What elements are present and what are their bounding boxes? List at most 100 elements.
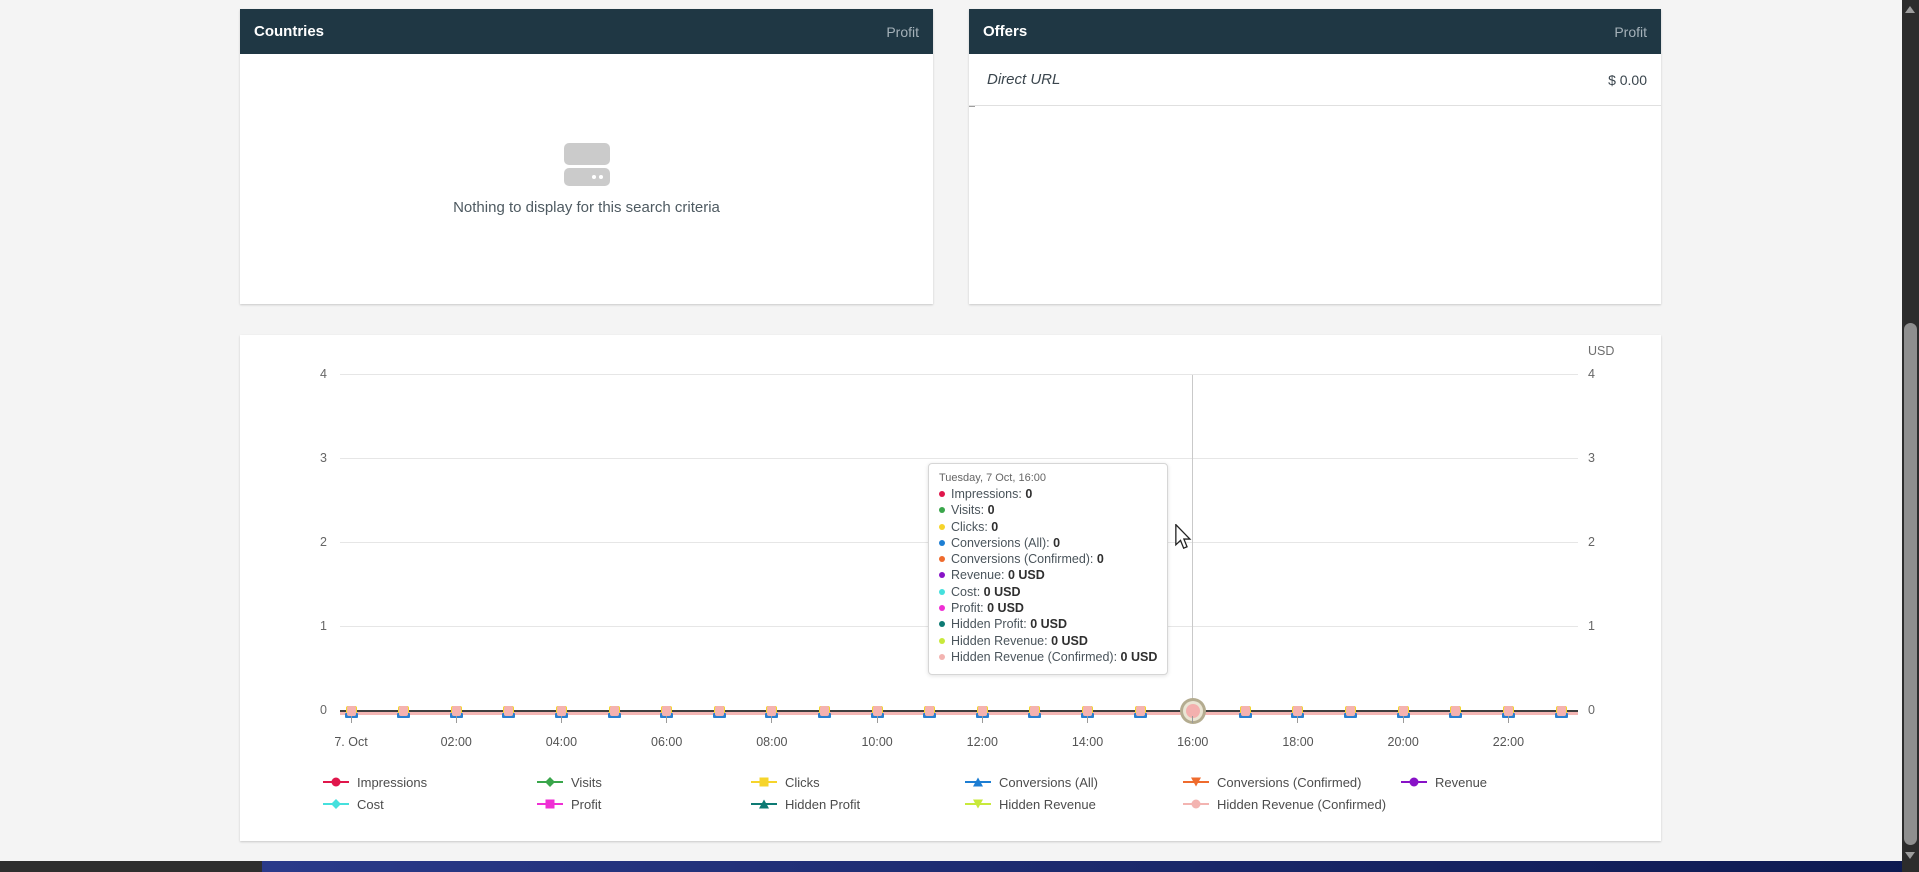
- countries-panel: Countries Profit Nothing to display for …: [240, 9, 933, 304]
- legend-label: Conversions (All): [999, 774, 1098, 790]
- data-point-marker[interactable]: [712, 705, 726, 718]
- tooltip-row: Profit: 0 USD: [939, 600, 1157, 616]
- data-point-marker[interactable]: [1449, 705, 1463, 718]
- y-axis-label-right: 3: [1588, 451, 1595, 465]
- crosshair-line: [1192, 375, 1194, 711]
- x-axis-label: 16:00: [1177, 735, 1209, 749]
- legend-marker-icon: [537, 776, 563, 788]
- data-point-marker[interactable]: [344, 705, 358, 718]
- legend-marker-icon: [751, 798, 777, 810]
- tooltip-series-bullet-icon: [939, 588, 945, 595]
- legend-item[interactable]: Profit: [537, 797, 601, 812]
- countries-empty-state: Nothing to display for this search crite…: [240, 54, 933, 304]
- offer-row[interactable]: Direct URL $ 0.00: [969, 54, 1661, 106]
- data-point-marker[interactable]: [1028, 705, 1042, 718]
- tooltip-series-bullet-icon: [939, 572, 945, 579]
- tooltip-series-label: Conversions (Confirmed):: [951, 552, 1097, 567]
- data-point-marker[interactable]: [1554, 705, 1568, 718]
- tooltip-row: Visits: 0: [939, 502, 1157, 518]
- data-point-marker[interactable]: [1396, 705, 1410, 718]
- highlighted-data-point[interactable]: [1179, 698, 1206, 724]
- tooltip-row: Conversions (All): 0: [939, 535, 1157, 551]
- data-point-marker[interactable]: [449, 705, 463, 718]
- tooltip-series-label: Profit:: [951, 601, 988, 616]
- y-axis-label-left: 2: [320, 535, 327, 549]
- x-axis-label: 10:00: [861, 735, 893, 749]
- legend-item[interactable]: Hidden Revenue (Confirmed): [1183, 796, 1387, 812]
- tooltip-row: Cost: 0 USD: [939, 584, 1157, 600]
- tooltip-series-label: Hidden Revenue (Confirmed):: [951, 649, 1121, 664]
- legend-item[interactable]: Hidden Profit: [751, 797, 860, 812]
- offer-name[interactable]: Direct URL: [987, 71, 1061, 88]
- tooltip-row: Revenue: 0 USD: [939, 567, 1157, 583]
- legend-marker-icon: [537, 798, 563, 810]
- y-axis-label-left: 4: [320, 367, 327, 381]
- empty-state-text: Nothing to display for this search crite…: [453, 198, 720, 216]
- tooltip-series-value: 0: [987, 503, 995, 518]
- data-point-marker[interactable]: [554, 705, 568, 718]
- data-point-marker[interactable]: [870, 705, 884, 718]
- chart-tooltip: Tuesday, 7 Oct, 16:00 Impressions: 0 Visit…: [928, 463, 1168, 676]
- tooltip-series-value: 0 USD: [983, 584, 1021, 599]
- x-axis-tick: [455, 716, 457, 723]
- legend-label: Visits: [571, 774, 602, 790]
- tooltip-series-value: 0: [1025, 487, 1033, 501]
- data-point-marker[interactable]: [975, 705, 989, 718]
- data-point-marker[interactable]: [502, 705, 516, 718]
- tooltip-series-bullet-icon: [939, 507, 945, 514]
- data-point-marker[interactable]: [817, 705, 831, 718]
- legend-marker-icon: [323, 798, 349, 810]
- legend-label: Revenue: [1435, 774, 1488, 790]
- tooltip-series-value: 0 USD: [1007, 568, 1045, 583]
- legend-item[interactable]: Hidden Revenue: [965, 797, 1096, 812]
- data-point-marker[interactable]: [1238, 705, 1252, 718]
- tooltip-series-value: 0 USD: [987, 601, 1024, 616]
- x-axis-tick: [666, 716, 668, 723]
- y-axis-label-left: 3: [320, 451, 327, 465]
- zero-series-line: [340, 712, 1578, 715]
- scrollbar-thumb[interactable]: [1904, 323, 1917, 845]
- legend-item[interactable]: Cost: [323, 796, 384, 812]
- data-point-marker[interactable]: [1133, 705, 1147, 718]
- data-point-marker[interactable]: [1501, 705, 1515, 718]
- tooltip-series-bullet-icon: [939, 653, 945, 660]
- legend-item[interactable]: Revenue: [1401, 774, 1488, 790]
- x-axis-tick: [1192, 716, 1194, 723]
- x-axis-label: 18:00: [1282, 735, 1314, 749]
- data-point-marker[interactable]: [660, 705, 674, 718]
- x-axis-label: 12:00: [966, 735, 998, 749]
- x-axis-label: 02:00: [440, 735, 472, 749]
- tooltip-series-label: Revenue:: [951, 568, 1008, 583]
- data-point-marker[interactable]: [765, 705, 779, 718]
- legend-item[interactable]: Conversions (All): [965, 774, 1098, 790]
- tooltip-series-label: Cost:: [951, 584, 984, 599]
- tooltip-series-value: 0 USD: [1030, 617, 1068, 632]
- data-point-marker[interactable]: [397, 705, 411, 718]
- scrollbar-down-arrow-icon[interactable]: [1905, 852, 1915, 859]
- data-point-marker[interactable]: [1291, 705, 1305, 718]
- legend-item[interactable]: Impressions: [323, 775, 427, 790]
- tooltip-series-label: Conversions (All):: [951, 535, 1054, 550]
- bottom-strip-left: [0, 861, 262, 872]
- legend-item[interactable]: Clicks: [751, 774, 820, 790]
- legend-marker-icon: [1183, 798, 1209, 810]
- gridline: [340, 374, 1578, 375]
- legend-item[interactable]: Conversions (Confirmed): [1183, 775, 1362, 790]
- data-point-marker[interactable]: [607, 705, 621, 718]
- legend-marker-icon: [1401, 776, 1427, 788]
- offers-metric-label: Profit: [1614, 23, 1647, 40]
- x-axis-label: 20:00: [1387, 735, 1419, 749]
- data-point-marker[interactable]: [923, 705, 937, 718]
- scrollbar-up-arrow-icon[interactable]: [1905, 6, 1915, 13]
- legend-label: Clicks: [785, 774, 820, 790]
- vertical-scrollbar[interactable]: [1902, 0, 1919, 872]
- legend-label: Cost: [357, 796, 384, 812]
- legend-item[interactable]: Visits: [537, 774, 602, 790]
- data-point-marker[interactable]: [1081, 705, 1095, 718]
- chart-panel: USD 4 4 3 3 2 2 1 1 0 0 7. Oct 02:00 04:00 06:00 08:00…: [240, 335, 1661, 841]
- bottom-strip-right: [262, 861, 1919, 872]
- y-axis-label-left: 0: [320, 703, 327, 717]
- legend-label: Hidden Revenue (Confirmed): [1217, 796, 1387, 812]
- data-point-marker[interactable]: [1344, 705, 1358, 718]
